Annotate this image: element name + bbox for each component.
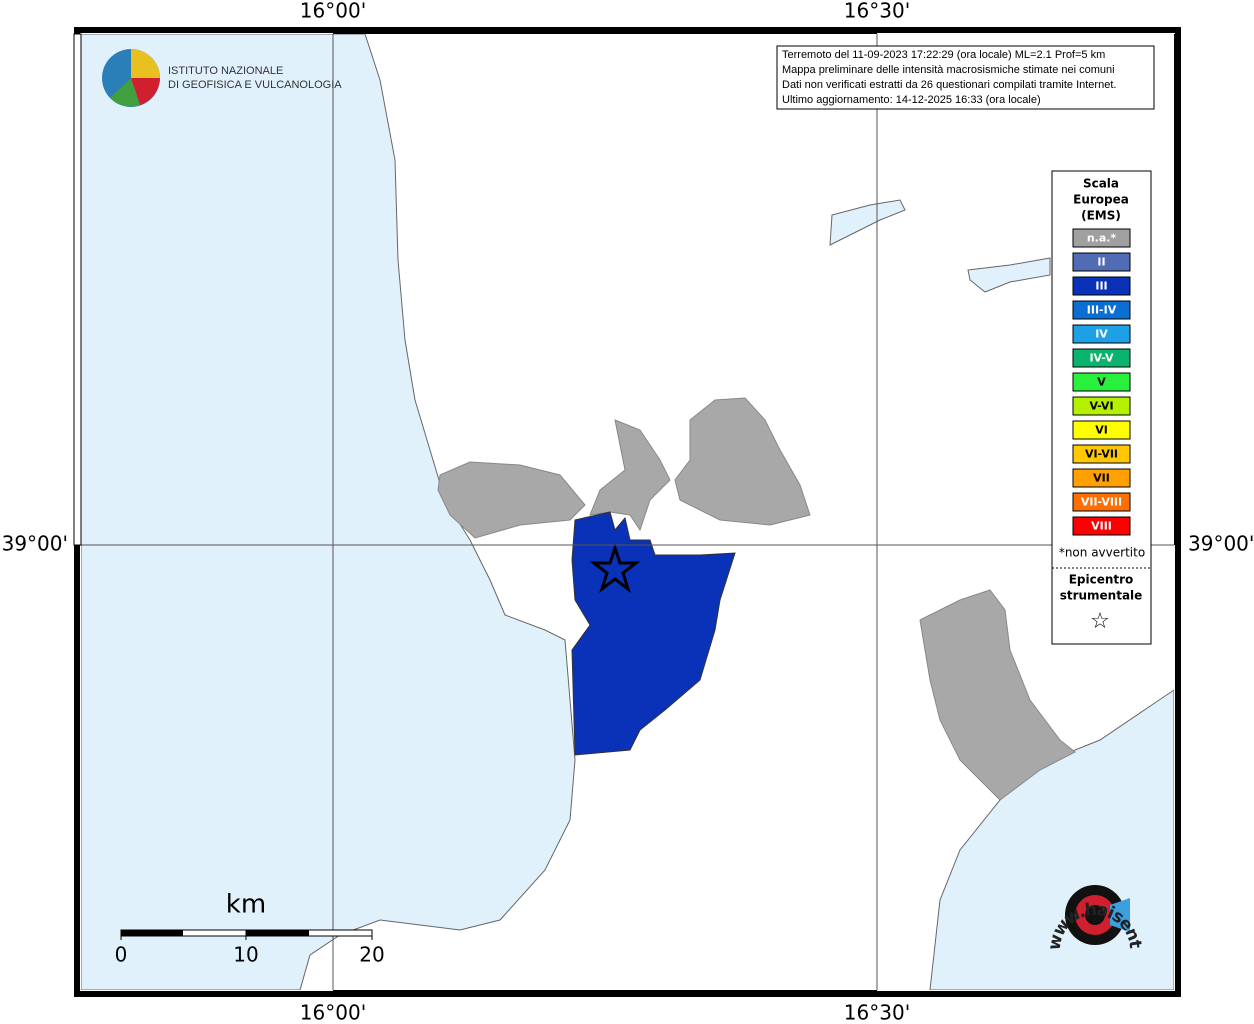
legend-swatch: [1072, 444, 1131, 464]
info-box: Terremoto del 11-09-2023 17:22:29 (ora l…: [776, 45, 1155, 110]
municipality-iii: [571, 511, 736, 756]
scale-unit: km: [226, 890, 266, 920]
ingv-logo: ISTITUTO NAZIONALE DI GEOFISICA E VULCAN…: [102, 49, 342, 107]
lake: [967, 257, 1051, 293]
legend-label: IV: [1095, 328, 1108, 341]
legend-label: VII-VIII: [1081, 496, 1122, 509]
legend-epicenter: strumentale: [1060, 589, 1143, 603]
legend-label: II: [1097, 256, 1105, 269]
legend-label: VII: [1093, 472, 1110, 485]
lon-label: 16°30': [844, 0, 910, 23]
legend-swatch: [1072, 396, 1131, 416]
legend-label: VI-VII: [1085, 448, 1118, 461]
logo-text: ISTITUTO NAZIONALE: [168, 65, 283, 77]
legend-title: Scala: [1083, 177, 1119, 191]
legend-label: III: [1095, 280, 1107, 293]
lat-label: 39°00': [1188, 532, 1254, 556]
info-line: Dati non verificati estratti da 26 quest…: [782, 79, 1116, 91]
legend-swatch: [1072, 252, 1131, 272]
legend-swatch: [1072, 420, 1131, 440]
lake: [829, 199, 906, 246]
legend-label: V-VI: [1089, 400, 1113, 413]
legend-swatch: [1072, 492, 1131, 512]
legend-swatch: [1072, 276, 1131, 296]
legend-note: *non avvertito: [1059, 546, 1145, 560]
scale-tick: 20: [359, 943, 384, 967]
municipality-na: [674, 397, 811, 526]
map-area: [80, 33, 1175, 991]
legend-title: (EMS): [1081, 209, 1121, 223]
legend-swatch: [1072, 348, 1131, 368]
lon-label: 16°30': [844, 1001, 910, 1024]
graticule: [81, 34, 1174, 990]
info-line: Mappa preliminare delle intensità macros…: [782, 64, 1115, 76]
legend-label: n.a.*: [1087, 232, 1117, 245]
municipality-na: [437, 461, 586, 539]
scale-bar: km 0 10 20: [115, 890, 385, 967]
legend-label: VI: [1095, 424, 1108, 437]
epicenter-star: [589, 543, 641, 594]
legend-swatch: [1072, 324, 1131, 344]
legend-label: IV-V: [1089, 352, 1114, 365]
legend: Scala Europea (EMS) *non avvertito Epice…: [1051, 170, 1152, 645]
legend-swatch: [1072, 228, 1131, 248]
legend-swatch: [1072, 300, 1131, 320]
municipality-na: [589, 419, 671, 532]
logo-text: DI GEOFISICA E VULCANOLOGIA: [168, 79, 342, 91]
frame: [73, 27, 1181, 997]
info-line: Terremoto del 11-09-2023 17:22:29 (ora l…: [782, 49, 1105, 61]
lon-label: 16°00': [300, 1001, 366, 1024]
info-line: Ultimo aggiornamento: 14-12-2025 16:33 (…: [782, 94, 1041, 106]
legend-label: VIII: [1091, 520, 1112, 533]
scale-tick: 0: [115, 943, 128, 967]
legend-swatch: [1072, 516, 1131, 536]
legend-epicenter-symbol: ☆: [1090, 609, 1110, 634]
lon-label: 16°00': [300, 0, 366, 23]
municipality-na: [919, 589, 1076, 801]
legend-label: V: [1097, 376, 1106, 389]
scale-tick: 10: [233, 943, 258, 967]
legend-label: III-IV: [1087, 304, 1117, 317]
legend-epicenter: Epicentro: [1069, 573, 1134, 587]
legend-swatch: [1072, 468, 1131, 488]
lat-label: 39°00': [2, 532, 68, 556]
legend-title: Europea: [1073, 193, 1129, 207]
legend-swatch: [1072, 372, 1131, 392]
